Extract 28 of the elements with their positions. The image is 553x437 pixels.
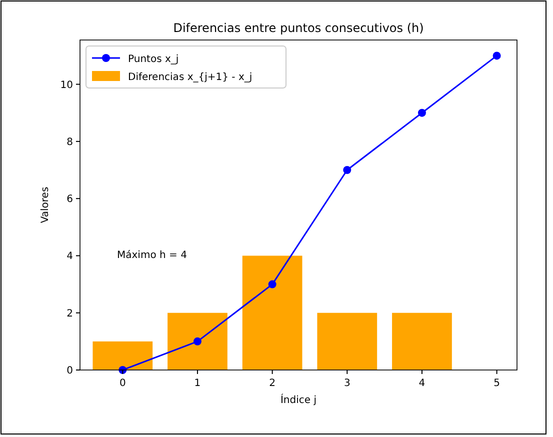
bar xyxy=(317,312,378,370)
point xyxy=(193,337,202,346)
bar xyxy=(168,312,228,370)
x-tick-label: 5 xyxy=(494,378,500,389)
x-tick-label: 3 xyxy=(344,378,350,389)
x-tick-label: 2 xyxy=(269,378,276,389)
legend-label: Diferencias x_{j+1} - x_j xyxy=(128,72,252,83)
chart-title: Diferencias entre puntos consecutivos (h) xyxy=(173,21,424,35)
y-tick-label: 0 xyxy=(66,366,73,376)
point xyxy=(492,52,501,60)
x-tick-label: 0 xyxy=(119,378,126,389)
y-tick-label: 10 xyxy=(60,80,73,91)
x-tick-label: 1 xyxy=(194,378,201,389)
y-tick-label: 4 xyxy=(66,251,73,262)
bar xyxy=(392,312,452,370)
point xyxy=(343,166,352,174)
x-tick-label: 4 xyxy=(418,378,426,389)
y-tick-label: 2 xyxy=(66,308,73,320)
y-axis-title: Valores xyxy=(40,186,51,224)
x-axis-title: Índice j xyxy=(280,393,317,406)
legend-label: Puntos x_j xyxy=(128,54,179,65)
point xyxy=(268,280,276,288)
bar xyxy=(242,256,302,370)
annotation: Máximo h = 4 xyxy=(117,250,187,261)
bar xyxy=(92,341,153,370)
y-tick-label: 6 xyxy=(66,194,73,206)
point xyxy=(418,108,426,117)
y-tick-label: 8 xyxy=(66,136,73,148)
